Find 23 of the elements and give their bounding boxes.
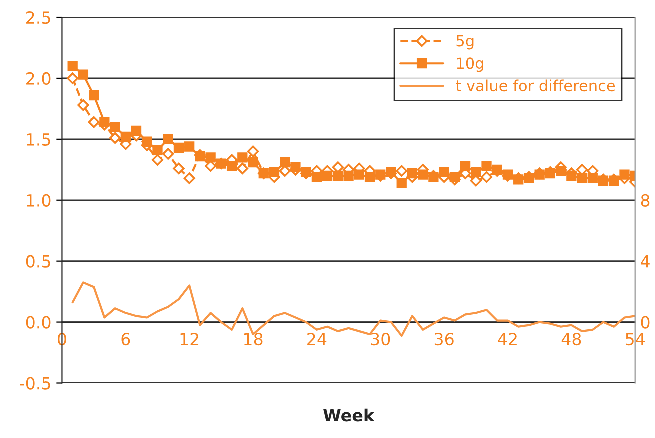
y-tick-label: 1.5 (27, 134, 50, 146)
x-tick-label: 18 (244, 333, 263, 346)
x-tick-label: 42 (498, 333, 517, 346)
legend-label: t value for difference (456, 80, 616, 92)
x-tick-label: 54 (626, 333, 646, 346)
y-tick-label: 0.5 (26, 255, 50, 268)
y2-tick-label: 8 (641, 194, 650, 207)
y2-tick-label: 4 (641, 256, 650, 268)
x-tick-label: 12 (180, 333, 199, 346)
x-axis-title: Week (324, 408, 375, 422)
x-tick-label: 36 (434, 333, 454, 346)
legend-label: 5g (456, 35, 474, 50)
x-tick-label: 6 (122, 333, 130, 346)
x-tick-label: 48 (562, 333, 582, 346)
y-tick-label: 2.0 (26, 72, 51, 86)
y-tick-label: -0.5 (20, 377, 50, 390)
x-tick-label: 24 (308, 333, 327, 346)
y-tick-label: 1.0 (27, 194, 51, 207)
y-tick-label: 0.0 (26, 316, 51, 329)
legend-label: 10g (457, 58, 484, 72)
y-tick-label: 2.5 (26, 11, 50, 24)
x-tick-label: 30 (371, 333, 390, 346)
y2-tick-label: 0 (641, 316, 650, 329)
